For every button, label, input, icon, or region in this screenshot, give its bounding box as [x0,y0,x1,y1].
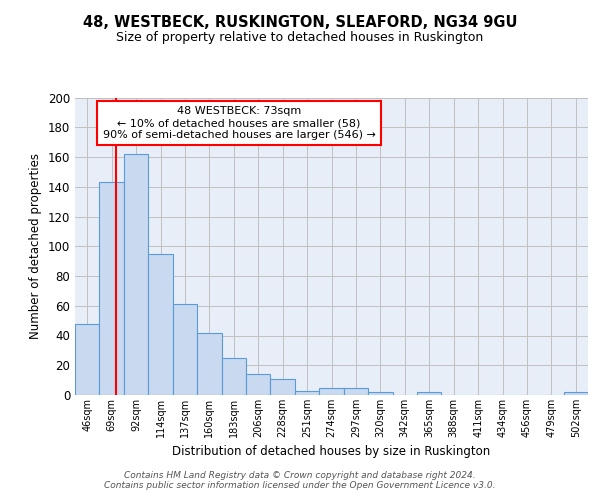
Text: 48 WESTBECK: 73sqm
← 10% of detached houses are smaller (58)
90% of semi-detache: 48 WESTBECK: 73sqm ← 10% of detached hou… [103,106,376,140]
Bar [368,392,392,395]
Text: Contains HM Land Registry data © Crown copyright and database right 2024.
Contai: Contains HM Land Registry data © Crown c… [104,470,496,490]
Bar [344,388,368,395]
Bar [271,378,295,395]
Bar [417,392,442,395]
Bar [246,374,271,395]
Y-axis label: Number of detached properties: Number of detached properties [29,153,42,340]
Bar [563,392,588,395]
Text: 48, WESTBECK, RUSKINGTON, SLEAFORD, NG34 9GU: 48, WESTBECK, RUSKINGTON, SLEAFORD, NG34… [83,15,517,30]
Bar [148,254,173,395]
Bar [124,154,148,395]
Bar [173,304,197,395]
Bar [319,388,344,395]
Bar [221,358,246,395]
Bar [100,182,124,395]
Bar [295,390,319,395]
Bar [75,324,100,395]
Text: Size of property relative to detached houses in Ruskington: Size of property relative to detached ho… [116,31,484,44]
X-axis label: Distribution of detached houses by size in Ruskington: Distribution of detached houses by size … [172,446,491,458]
Bar [197,332,221,395]
